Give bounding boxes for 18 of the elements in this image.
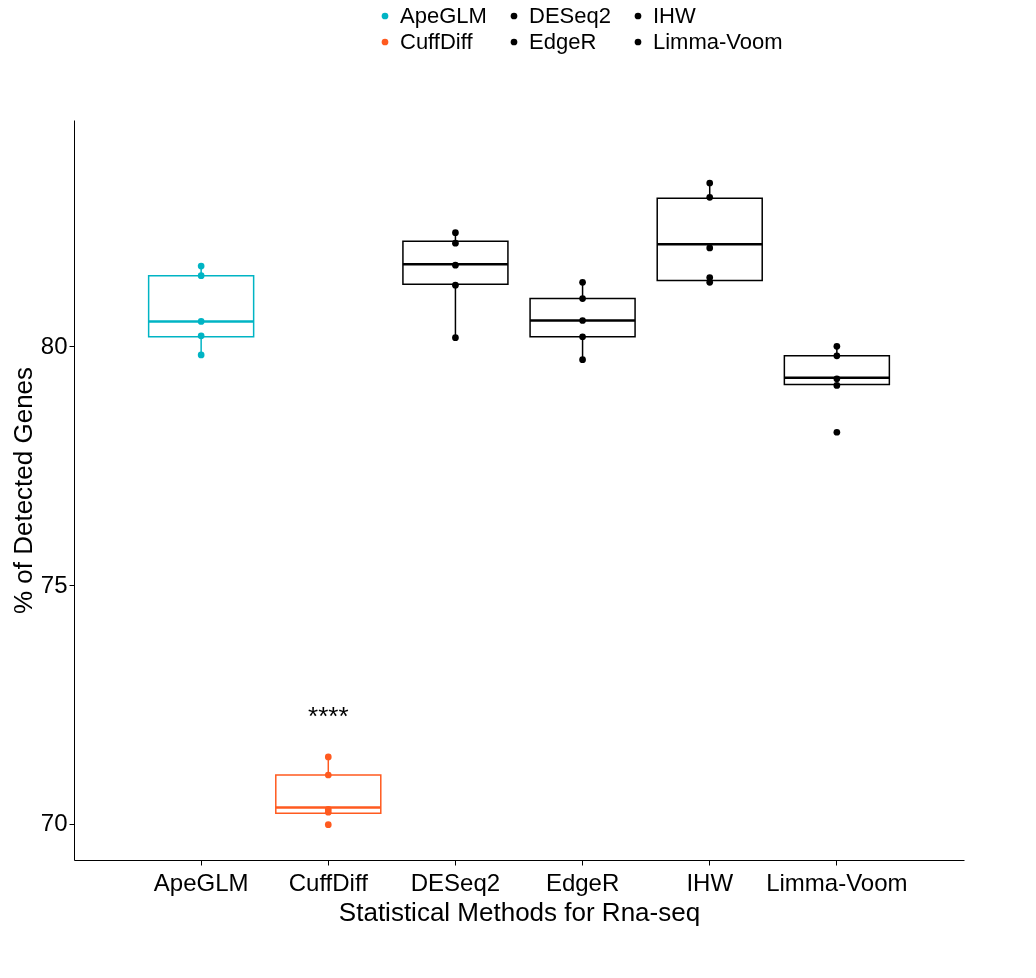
annotation: **** [308,700,349,731]
y-axis-title: % of Detected Genes [7,366,38,615]
legend-label: EdgeR [529,29,597,54]
legend-label: Limma-Voom [653,29,783,54]
y-tick-label: 80 [40,331,68,359]
legend-label: ApeGLM [400,3,487,28]
y-tick-label: 70 [40,809,68,837]
x-tick-label: IHW [686,868,734,896]
x-tick-label: EdgeR [545,868,620,896]
x-tick-label: Limma-Voom [766,868,908,896]
x-tick-label: DESeq2 [410,868,501,896]
legend-label: IHW [653,3,696,28]
x-tick-label: CuffDiff [288,868,369,896]
legend-label: DESeq2 [529,3,611,28]
x-axis-title: Statistical Methods for Rna-seq [338,896,701,927]
y-tick-label: 75 [40,570,68,598]
x-tick-label: ApeGLM [153,868,249,896]
legend-label: CuffDiff [400,29,474,54]
